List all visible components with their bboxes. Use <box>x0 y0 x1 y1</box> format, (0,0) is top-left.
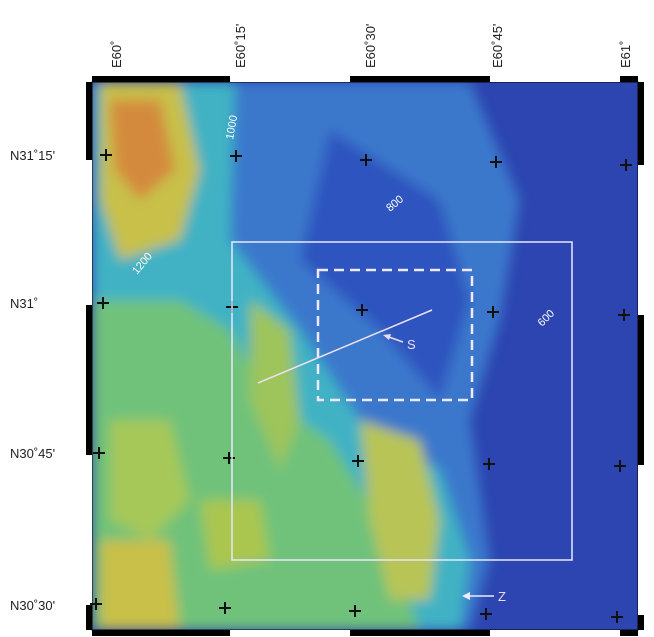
latitude-label: N31˚15' <box>10 148 55 163</box>
latitude-label: N31˚ <box>10 296 38 311</box>
longitude-label: E60˚30' <box>363 24 378 68</box>
longitude-label: E60˚45' <box>490 24 505 68</box>
longitude-label: E61˚ <box>618 41 633 68</box>
latitude-label: N30˚30' <box>10 598 55 613</box>
map-figure: 1000 800 1200 600 S Z E60˚ E60˚15' E60˚3… <box>0 0 654 637</box>
annotation: S <box>407 337 416 352</box>
longitude-label: E60˚ <box>109 41 124 68</box>
annotation: Z <box>498 589 506 604</box>
latitude-label: N30˚45' <box>10 446 55 461</box>
longitude-label: E60˚15' <box>233 24 248 68</box>
